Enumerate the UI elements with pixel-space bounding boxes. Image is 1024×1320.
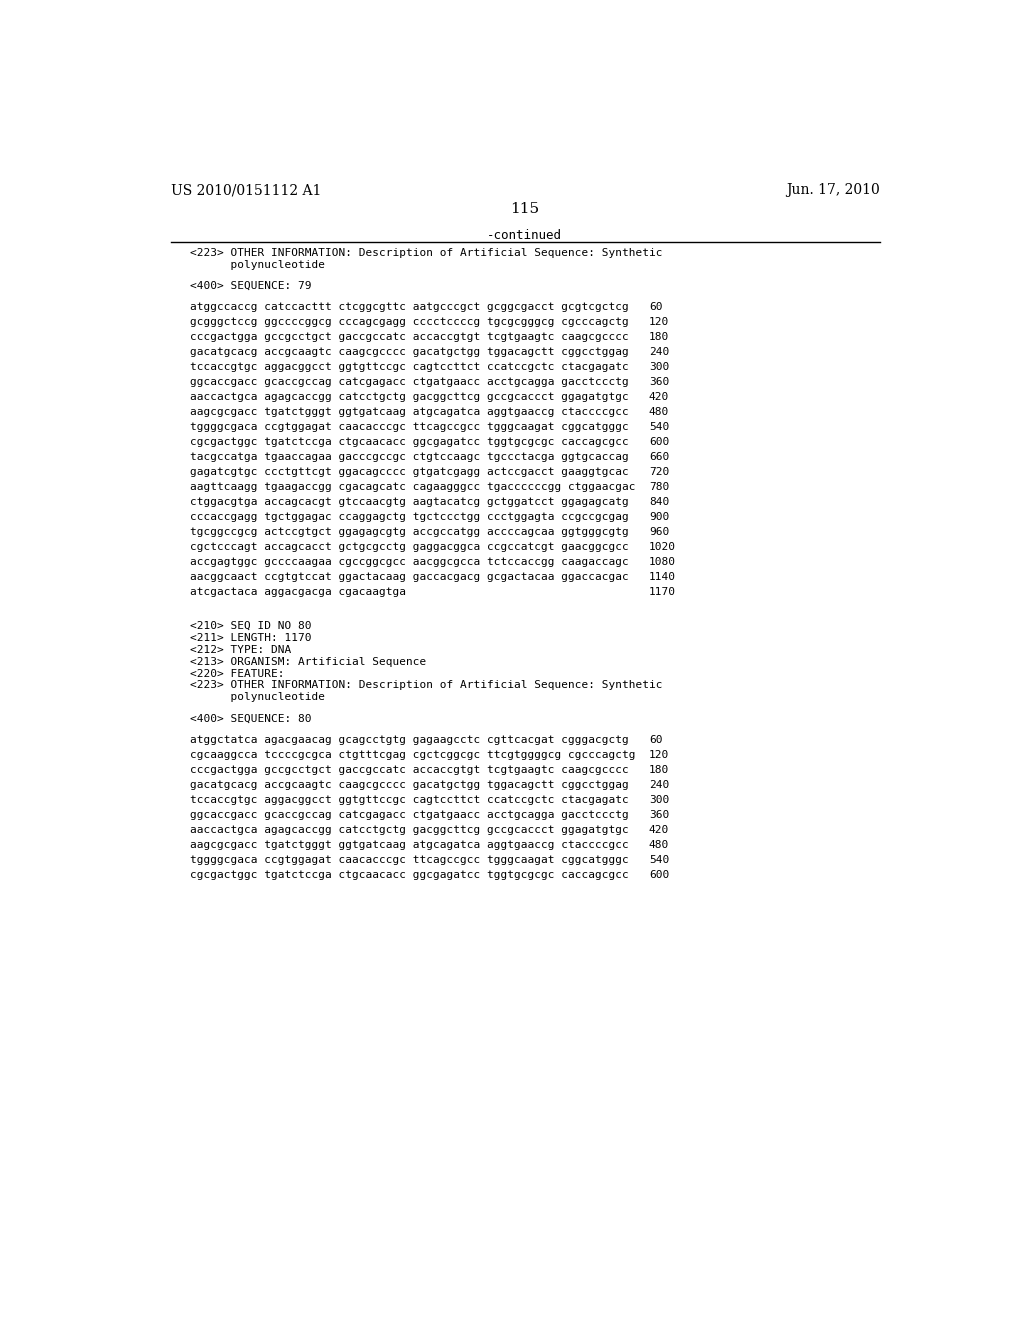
Text: cgctcccagt accagcacct gctgcgcctg gaggacggca ccgccatcgt gaacggcgcc: cgctcccagt accagcacct gctgcgcctg gaggacg…: [190, 543, 629, 552]
Text: cccaccgagg tgctggagac ccaggagctg tgctccctgg ccctggagta ccgccgcgag: cccaccgagg tgctggagac ccaggagctg tgctccc…: [190, 512, 629, 523]
Text: <223> OTHER INFORMATION: Description of Artificial Sequence: Synthetic: <223> OTHER INFORMATION: Description of …: [190, 248, 663, 257]
Text: 115: 115: [510, 202, 540, 216]
Text: US 2010/0151112 A1: US 2010/0151112 A1: [171, 183, 321, 197]
Text: ggcaccgacc gcaccgccag catcgagacc ctgatgaacc acctgcagga gacctccctg: ggcaccgacc gcaccgccag catcgagacc ctgatga…: [190, 810, 629, 820]
Text: 240: 240: [649, 780, 669, 789]
Text: aacggcaact ccgtgtccat ggactacaag gaccacgacg gcgactacaa ggaccacgac: aacggcaact ccgtgtccat ggactacaag gaccacg…: [190, 573, 629, 582]
Text: tgcggccgcg actccgtgct ggagagcgtg accgccatgg accccagcaa ggtgggcgtg: tgcggccgcg actccgtgct ggagagcgtg accgcca…: [190, 527, 629, 537]
Text: <212> TYPE: DNA: <212> TYPE: DNA: [190, 644, 291, 655]
Text: <400> SEQUENCE: 79: <400> SEQUENCE: 79: [190, 281, 311, 290]
Text: 300: 300: [649, 795, 669, 805]
Text: Jun. 17, 2010: Jun. 17, 2010: [786, 183, 880, 197]
Text: polynucleotide: polynucleotide: [190, 693, 325, 702]
Text: 540: 540: [649, 855, 669, 865]
Text: 900: 900: [649, 512, 669, 523]
Text: <223> OTHER INFORMATION: Description of Artificial Sequence: Synthetic: <223> OTHER INFORMATION: Description of …: [190, 681, 663, 690]
Text: 600: 600: [649, 437, 669, 447]
Text: 360: 360: [649, 378, 669, 387]
Text: gcgggctccg ggccccggcg cccagcgagg cccctccccg tgcgcgggcg cgcccagctg: gcgggctccg ggccccggcg cccagcgagg cccctcc…: [190, 317, 629, 327]
Text: <400> SEQUENCE: 80: <400> SEQUENCE: 80: [190, 714, 311, 723]
Text: ggcaccgacc gcaccgccag catcgagacc ctgatgaacc acctgcagga gacctccctg: ggcaccgacc gcaccgccag catcgagacc ctgatga…: [190, 378, 629, 387]
Text: <211> LENGTH: 1170: <211> LENGTH: 1170: [190, 632, 311, 643]
Text: 480: 480: [649, 407, 669, 417]
Text: atggctatca agacgaacag gcagcctgtg gagaagcctc cgttcacgat cgggacgctg: atggctatca agacgaacag gcagcctgtg gagaagc…: [190, 735, 629, 744]
Text: 60: 60: [649, 735, 663, 744]
Text: 600: 600: [649, 870, 669, 880]
Text: tggggcgaca ccgtggagat caacacccgc ttcagccgcc tgggcaagat cggcatgggc: tggggcgaca ccgtggagat caacacccgc ttcagcc…: [190, 855, 629, 865]
Text: accgagtggc gccccaagaa cgccggcgcc aacggcgcca tctccaccgg caagaccagc: accgagtggc gccccaagaa cgccggcgcc aacggcg…: [190, 557, 629, 568]
Text: 120: 120: [649, 317, 669, 327]
Text: 240: 240: [649, 347, 669, 356]
Text: aagcgcgacc tgatctgggt ggtgatcaag atgcagatca aggtgaaccg ctaccccgcc: aagcgcgacc tgatctgggt ggtgatcaag atgcaga…: [190, 407, 629, 417]
Text: <213> ORGANISM: Artificial Sequence: <213> ORGANISM: Artificial Sequence: [190, 656, 426, 667]
Text: aagcgcgacc tgatctgggt ggtgatcaag atgcagatca aggtgaaccg ctaccccgcc: aagcgcgacc tgatctgggt ggtgatcaag atgcaga…: [190, 840, 629, 850]
Text: cgcgactggc tgatctccga ctgcaacacc ggcgagatcc tggtgcgcgc caccagcgcc: cgcgactggc tgatctccga ctgcaacacc ggcgaga…: [190, 870, 629, 880]
Text: 300: 300: [649, 362, 669, 372]
Text: 420: 420: [649, 825, 669, 834]
Text: aaccactgca agagcaccgg catcctgctg gacggcttcg gccgcaccct ggagatgtgc: aaccactgca agagcaccgg catcctgctg gacggct…: [190, 392, 629, 403]
Text: tacgccatga tgaaccagaa gacccgccgc ctgtccaagc tgccctacga ggtgcaccag: tacgccatga tgaaccagaa gacccgccgc ctgtcca…: [190, 453, 629, 462]
Text: 540: 540: [649, 422, 669, 432]
Text: tggggcgaca ccgtggagat caacacccgc ttcagccgcc tgggcaagat cggcatgggc: tggggcgaca ccgtggagat caacacccgc ttcagcc…: [190, 422, 629, 432]
Text: gacatgcacg accgcaagtc caagcgcccc gacatgctgg tggacagctt cggcctggag: gacatgcacg accgcaagtc caagcgcccc gacatgc…: [190, 780, 629, 789]
Text: 660: 660: [649, 453, 669, 462]
Text: aagttcaagg tgaagaccgg cgacagcatc cagaagggcc tgaccccccgg ctggaacgac: aagttcaagg tgaagaccgg cgacagcatc cagaagg…: [190, 482, 636, 492]
Text: <220> FEATURE:: <220> FEATURE:: [190, 668, 285, 678]
Text: -continued: -continued: [487, 230, 562, 243]
Text: cgcaaggcca tccccgcgca ctgtttcgag cgctcggcgc ttcgtggggcg cgcccagctg: cgcaaggcca tccccgcgca ctgtttcgag cgctcgg…: [190, 750, 636, 760]
Text: 720: 720: [649, 467, 669, 477]
Text: 120: 120: [649, 750, 669, 760]
Text: aaccactgca agagcaccgg catcctgctg gacggcttcg gccgcaccct ggagatgtgc: aaccactgca agagcaccgg catcctgctg gacggct…: [190, 825, 629, 834]
Text: 1080: 1080: [649, 557, 676, 568]
Text: 480: 480: [649, 840, 669, 850]
Text: gacatgcacg accgcaagtc caagcgcccc gacatgctgg tggacagctt cggcctggag: gacatgcacg accgcaagtc caagcgcccc gacatgc…: [190, 347, 629, 356]
Text: 180: 180: [649, 333, 669, 342]
Text: 360: 360: [649, 810, 669, 820]
Text: atggccaccg catccacttt ctcggcgttc aatgcccgct gcggcgacct gcgtcgctcg: atggccaccg catccacttt ctcggcgttc aatgccc…: [190, 302, 629, 312]
Text: 840: 840: [649, 498, 669, 507]
Text: 180: 180: [649, 764, 669, 775]
Text: 1140: 1140: [649, 573, 676, 582]
Text: polynucleotide: polynucleotide: [190, 260, 325, 269]
Text: cgcgactggc tgatctccga ctgcaacacc ggcgagatcc tggtgcgcgc caccagcgcc: cgcgactggc tgatctccga ctgcaacacc ggcgaga…: [190, 437, 629, 447]
Text: cccgactgga gccgcctgct gaccgccatc accaccgtgt tcgtgaagtc caagcgcccc: cccgactgga gccgcctgct gaccgccatc accaccg…: [190, 333, 629, 342]
Text: ctggacgtga accagcacgt gtccaacgtg aagtacatcg gctggatcct ggagagcatg: ctggacgtga accagcacgt gtccaacgtg aagtaca…: [190, 498, 629, 507]
Text: gagatcgtgc ccctgttcgt ggacagcccc gtgatcgagg actccgacct gaaggtgcac: gagatcgtgc ccctgttcgt ggacagcccc gtgatcg…: [190, 467, 629, 477]
Text: 1020: 1020: [649, 543, 676, 552]
Text: <210> SEQ ID NO 80: <210> SEQ ID NO 80: [190, 620, 311, 631]
Text: cccgactgga gccgcctgct gaccgccatc accaccgtgt tcgtgaagtc caagcgcccc: cccgactgga gccgcctgct gaccgccatc accaccg…: [190, 764, 629, 775]
Text: tccaccgtgc aggacggcct ggtgttccgc cagtccttct ccatccgctc ctacgagatc: tccaccgtgc aggacggcct ggtgttccgc cagtcct…: [190, 362, 629, 372]
Text: 420: 420: [649, 392, 669, 403]
Text: atcgactaca aggacgacga cgacaagtga: atcgactaca aggacgacga cgacaagtga: [190, 587, 406, 597]
Text: 60: 60: [649, 302, 663, 312]
Text: tccaccgtgc aggacggcct ggtgttccgc cagtccttct ccatccgctc ctacgagatc: tccaccgtgc aggacggcct ggtgttccgc cagtcct…: [190, 795, 629, 805]
Text: 780: 780: [649, 482, 669, 492]
Text: 960: 960: [649, 527, 669, 537]
Text: 1170: 1170: [649, 587, 676, 597]
